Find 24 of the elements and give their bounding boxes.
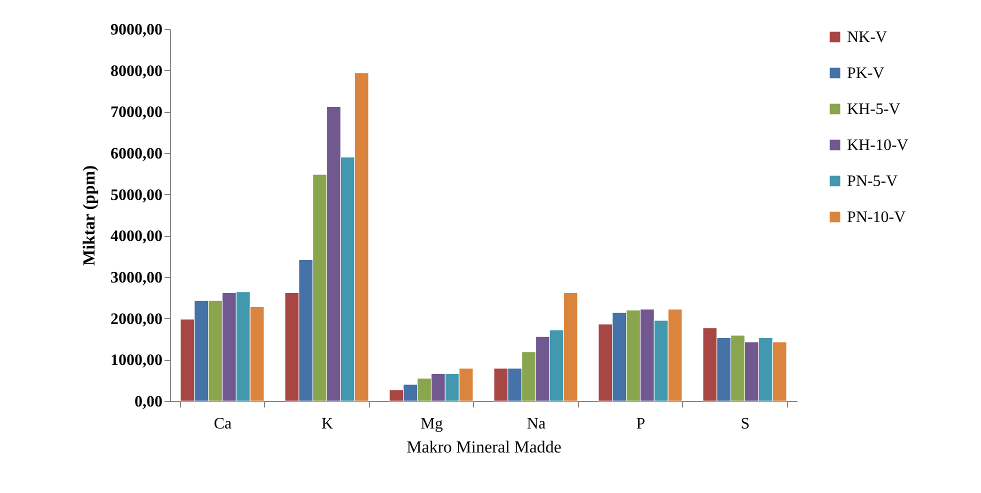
y-tick-label: 1000,00 (110, 352, 162, 370)
y-tick-label: 0,00 (134, 394, 162, 410)
legend-label: PK-V (847, 65, 885, 82)
x-tick-label: Ca (214, 416, 232, 432)
y-tick-label: 3000,00 (110, 270, 162, 286)
x-tick-label: Mg (420, 416, 443, 432)
y-tick-label: 2000,00 (110, 310, 162, 328)
legend-label: PN-10-V (847, 209, 906, 226)
legend-label: KH-10-V (847, 137, 909, 154)
y-tick-label: 8000,00 (110, 62, 162, 80)
y-tick-label: 5000,00 (110, 186, 162, 204)
x-tick-label: Na (526, 416, 546, 432)
y-axis-title: Miktar (ppm) (80, 165, 98, 266)
legend-label: KH-5-V (847, 101, 901, 118)
legend-label: PN-5-V (847, 173, 898, 190)
x-axis-title: Makro Mineral Madde (406, 438, 562, 456)
y-tick-label: 4000,00 (110, 228, 162, 246)
y-tick-label: 7000,00 (110, 104, 162, 122)
legend-label: NK-V (847, 29, 888, 46)
x-tick-label: K (321, 416, 334, 432)
y-tick-label: 6000,00 (110, 146, 162, 162)
x-tick-label: S (740, 416, 750, 432)
y-tick-label: 9000,00 (110, 22, 162, 38)
x-tick-label: P (636, 416, 646, 432)
